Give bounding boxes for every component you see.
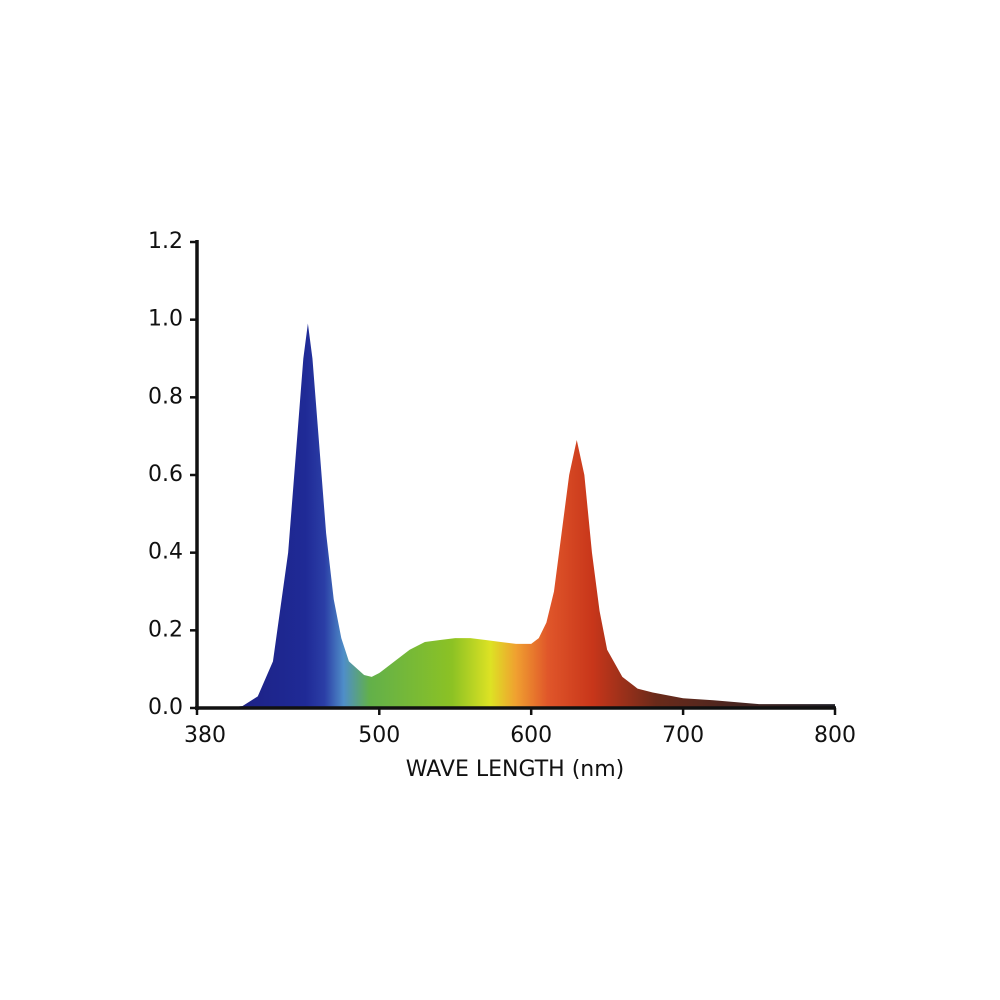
y-tick-label: 1.2 [148, 229, 183, 254]
y-tick-label: 0.4 [148, 540, 183, 565]
y-tick-label: 1.0 [148, 307, 183, 332]
x-axis-label: WAVE LENGTH (nm) [406, 757, 625, 782]
y-tick-label: 0.2 [148, 617, 183, 642]
y-tick-label: 0.6 [148, 462, 183, 487]
x-tick-label: 380 [184, 723, 226, 748]
x-tick-label: 600 [510, 723, 552, 748]
x-tick-label: 500 [358, 723, 400, 748]
y-tick-label: 0.8 [148, 384, 183, 409]
x-tick-label: 700 [662, 723, 704, 748]
plot-area [197, 323, 835, 708]
x-tick-label: 800 [814, 723, 856, 748]
y-tick-label: 0.0 [148, 695, 183, 720]
spectrum-area [197, 323, 835, 708]
